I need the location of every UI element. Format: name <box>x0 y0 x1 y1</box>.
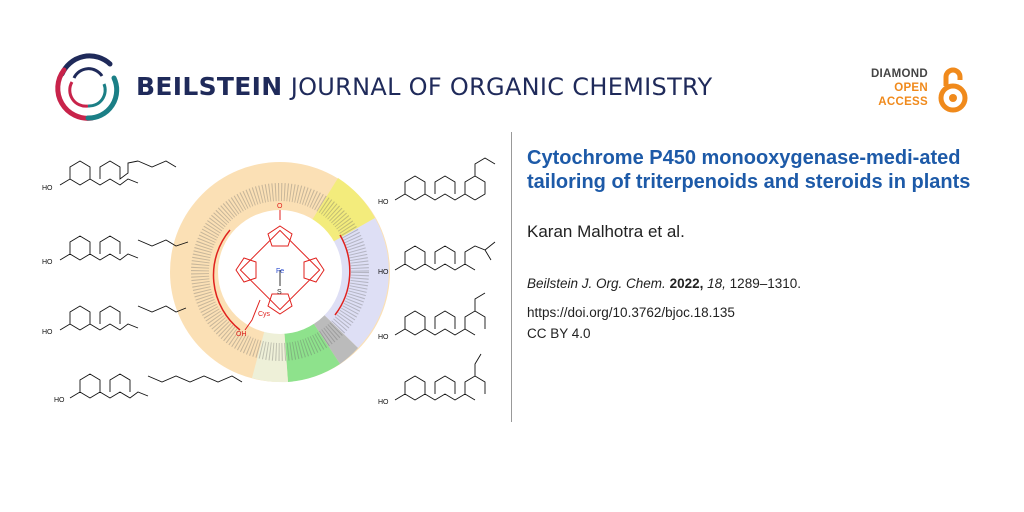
ho-label-5: HO <box>378 199 389 206</box>
ho-label-3: HO <box>42 329 53 336</box>
beilstein-logo <box>55 53 120 121</box>
badge-line3: ACCESS <box>878 96 928 108</box>
ho-label-7: HO <box>378 334 389 341</box>
article-authors: Karan Malhotra et al. <box>527 222 685 241</box>
citation-year: 2022, <box>669 276 704 291</box>
ho-label-8: HO <box>378 399 389 406</box>
journal-name-bold: BEILSTEIN <box>136 72 283 101</box>
article-doi-link[interactable]: https://doi.org/10.3762/bjoc.18.135 <box>527 305 735 320</box>
citation-pages: 1289–1310. <box>729 276 801 291</box>
oh-label: OH <box>236 331 247 338</box>
vertical-divider <box>511 132 512 422</box>
article-license: CC BY 4.0 <box>527 326 591 341</box>
article-title: Cytochrome P450 monooxygenase-medi-ated … <box>527 147 971 193</box>
ho-label-4: HO <box>54 397 65 404</box>
heme-structure <box>235 210 325 331</box>
journal-name: BEILSTEIN JOURNAL OF ORGANIC CHEMISTRY <box>136 72 712 101</box>
diamond-open-access-badge: DIAMOND OPEN ACCESS <box>862 66 972 114</box>
phylogenetic-ring <box>170 162 390 383</box>
badge-line1: DIAMOND <box>870 68 928 80</box>
open-lock-icon <box>938 67 968 113</box>
article-citation: Beilstein J. Org. Chem. 2022, 18, 1289–1… <box>527 276 801 291</box>
journal-name-rest: JOURNAL OF ORGANIC CHEMISTRY <box>290 73 713 101</box>
triterpenoid-structures-right <box>394 157 496 401</box>
graphical-abstract: Fe O S Cys OH HO HO HO HO HO HO HO HO <box>42 157 496 406</box>
ho-label-2: HO <box>42 259 53 266</box>
badge-line2: OPEN <box>894 82 928 94</box>
oh-top-label: O <box>277 203 283 210</box>
cys-label: Cys <box>258 311 271 318</box>
citation-volume: 18, <box>707 276 726 291</box>
citation-journal: Beilstein J. Org. Chem. <box>527 276 666 291</box>
ho-label-1: HO <box>42 185 53 192</box>
ho-label-6: HO <box>378 269 389 276</box>
fe-label: Fe <box>276 268 284 275</box>
steroid-structures-left <box>59 160 243 399</box>
s-label: S <box>277 289 282 296</box>
